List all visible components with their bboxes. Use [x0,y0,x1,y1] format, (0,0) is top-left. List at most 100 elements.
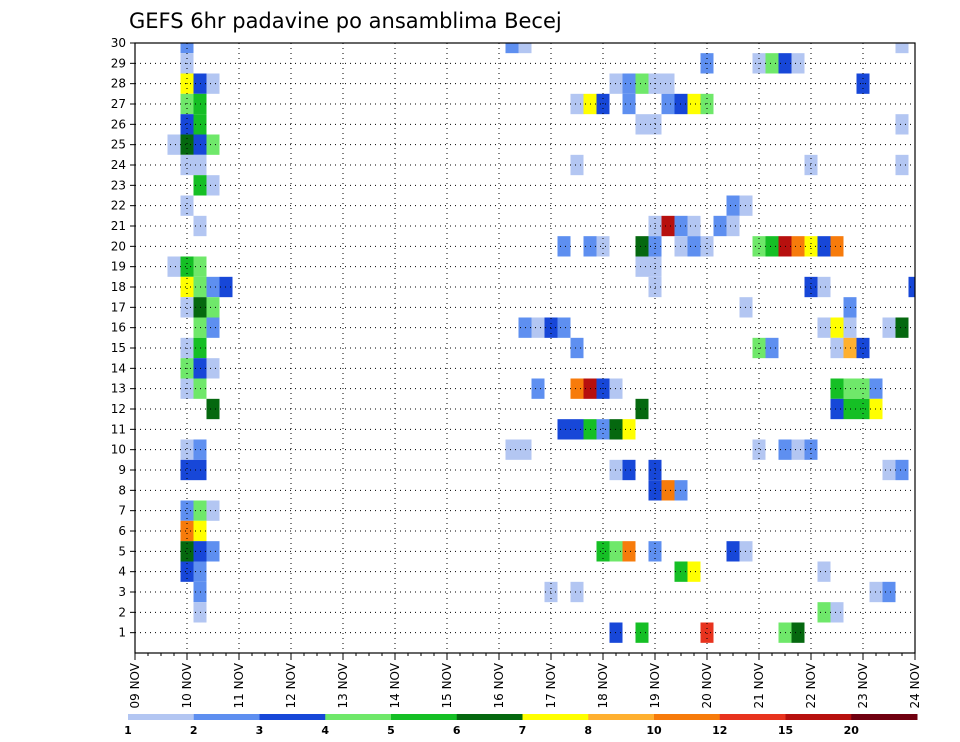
y-tick-label: 19 [111,260,126,274]
legend-label: 6 [453,724,461,737]
y-tick-label: 25 [111,138,126,152]
heatmap-cell [180,541,194,562]
heatmap-cell [635,256,649,277]
x-tick-label: 09 NOV [128,662,142,708]
heatmap-cell [180,439,194,460]
heatmap-cell [206,541,220,562]
legend-label: 4 [321,724,329,737]
heatmap-cell [687,236,701,257]
heatmap-cell [830,602,844,623]
y-tick-label: 9 [118,463,126,477]
heatmap-cell [622,459,636,481]
y-tick-label: 1 [118,626,126,640]
heatmap-cell [206,317,220,338]
heatmap-cell [622,419,636,440]
legend-swatch [851,714,918,720]
heatmap-cell [596,541,610,562]
heatmap-cell [726,541,740,562]
heatmap-cell [882,317,896,338]
y-tick-label: 3 [118,585,126,599]
y-tick-label: 29 [111,56,126,70]
y-tick-label: 23 [111,178,126,192]
y-tick-label: 15 [111,341,126,355]
y-tick-label: 2 [118,605,126,619]
heatmap-cell [206,500,220,521]
heatmap-cell [570,581,584,603]
y-tick-label: 12 [111,402,126,416]
heatmap-cell [791,439,805,460]
heatmap-cell [791,53,805,74]
x-tick-label: 23 NOV [856,662,870,708]
legend-label: 2 [190,724,198,737]
heatmap-cell [908,276,915,298]
heatmap-cell [830,378,844,399]
heatmap-cell [791,236,805,257]
heatmap-cell [570,337,584,359]
heatmap-cell [557,317,571,338]
legend-label: 5 [387,724,395,737]
x-tick-label: 24 NOV [908,662,922,708]
x-tick-label: 10 NOV [180,662,194,708]
heatmap-cell [596,419,610,440]
legend: 1 2 3 4 5 6 7 8 10 12 15 20 [124,714,918,737]
heatmap-cell [752,439,766,460]
heatmap-cell [206,134,220,155]
x-tick-label: 12 NOV [284,662,298,708]
legend-swatch [719,714,786,720]
heatmap-cell [180,195,194,216]
heatmap-cell [882,459,896,481]
heatmap-cell [661,93,675,115]
heatmap-cell [622,93,636,115]
heatmap-cell [791,622,805,643]
heatmap-cell [817,276,831,298]
heatmap-cell [765,236,779,257]
heatmap-cell [206,358,220,379]
heatmap-cell [505,439,519,460]
x-tick-label: 17 NOV [544,662,558,708]
heatmap-cell [180,297,194,318]
heatmap-cell [570,419,584,440]
y-tick-label: 5 [118,544,126,558]
x-tick-label: 11 NOV [232,662,246,708]
heatmap-cell [206,398,220,420]
heatmap-cell [570,93,584,115]
y-tick-label: 7 [118,504,126,518]
y-tick-label: 20 [111,239,126,253]
heatmap-cell [622,73,636,94]
heatmap-cell [895,114,909,135]
y-tick-label: 6 [118,524,126,538]
heatmap-cell [167,134,181,155]
legend-swatch [588,714,655,720]
chart-title: GEFS 6hr padavine po ansamblima Becej [129,9,562,33]
heatmap-cell [765,337,779,359]
heatmap-cell [752,236,766,257]
heatmap-cell [661,215,675,237]
y-tick-label: 30 [111,36,126,50]
y-tick-label: 8 [118,483,126,497]
x-tick-label: 15 NOV [440,662,454,708]
heatmap-cell [518,43,532,54]
legend-swatch [522,714,589,720]
legend-label: 7 [519,724,527,737]
heatmap-cell [180,459,194,481]
y-tick-label: 26 [111,117,126,131]
heatmap-cell [895,317,909,338]
legend-label: 8 [584,724,592,737]
heatmap-cell [180,561,194,582]
heatmap-cell [596,236,610,257]
legend-swatch [456,714,523,720]
heatmap-cell [635,73,649,94]
x-tick-label: 18 NOV [596,662,610,708]
heatmap-cell [830,398,844,420]
heatmap-cell [167,256,181,277]
legend-label: 10 [646,724,662,737]
y-tick-label: 11 [111,422,126,436]
y-tick-label: 21 [111,219,126,233]
y-tick-label: 17 [111,300,126,314]
heatmap-cell [895,459,909,481]
legend-swatch [259,714,326,720]
legend-swatch [654,714,721,720]
y-tick-label: 14 [111,361,126,375]
legend-swatch [128,714,195,720]
